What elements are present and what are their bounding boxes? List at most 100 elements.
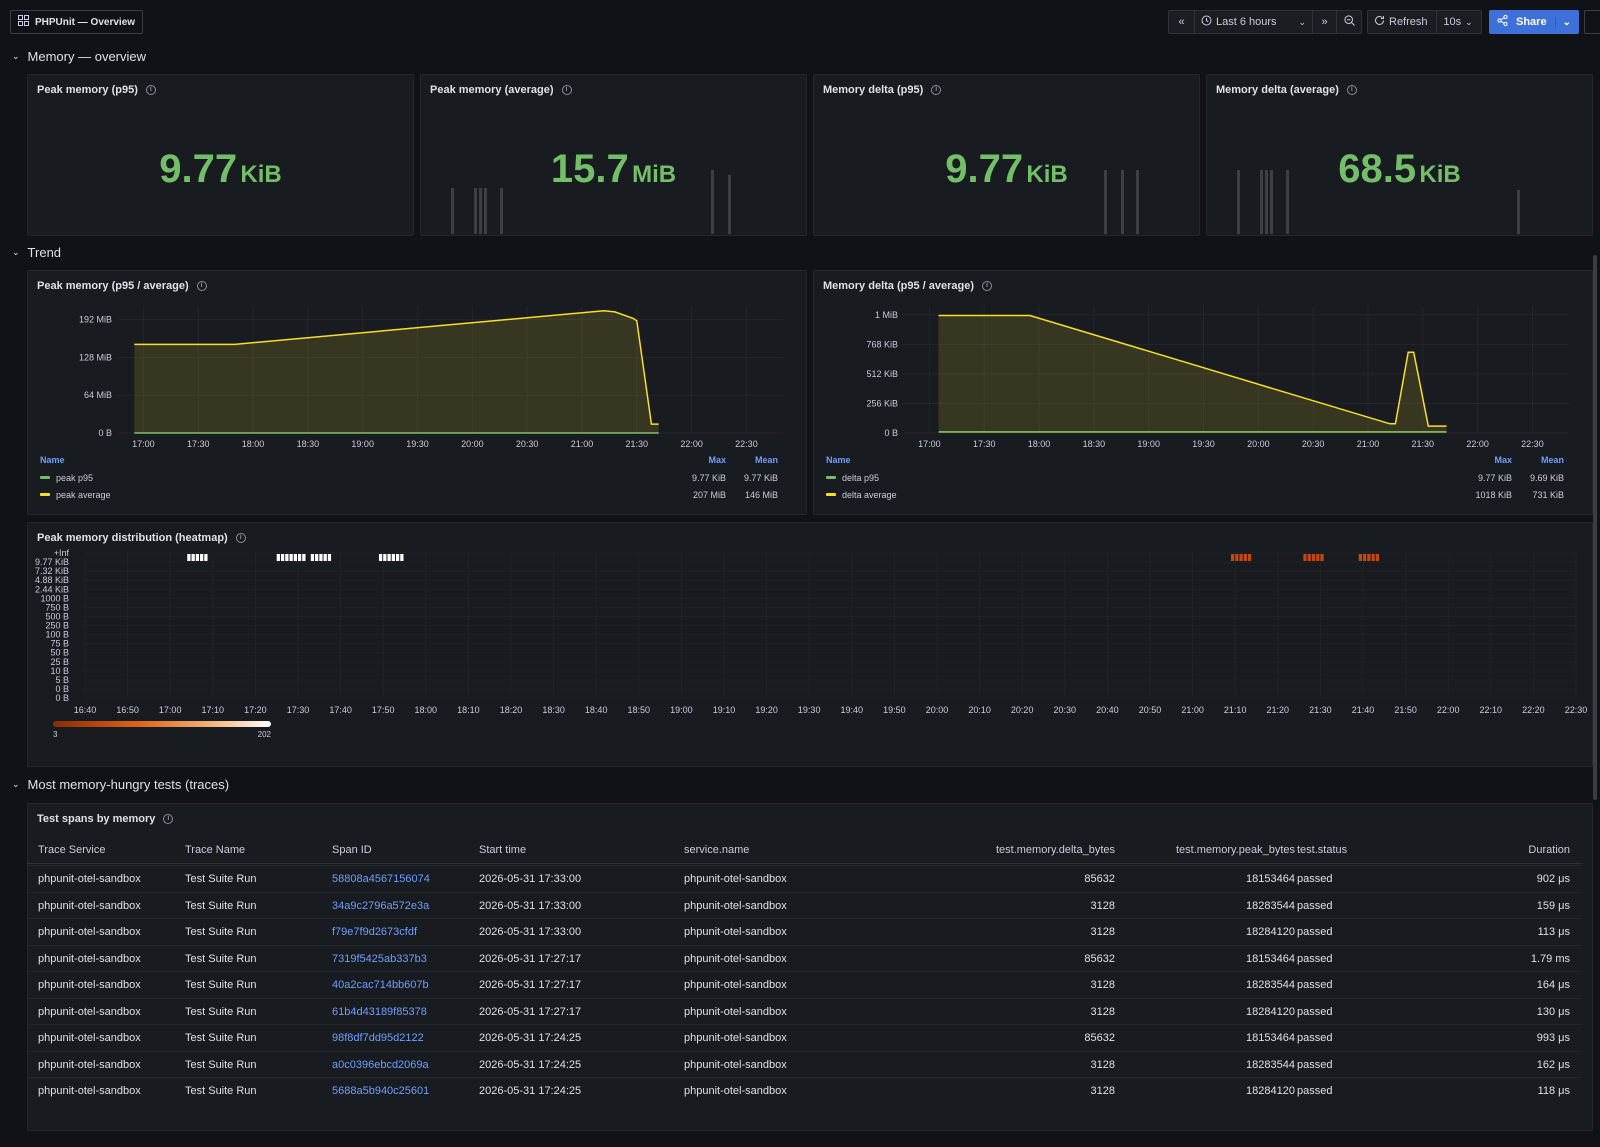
table-cell: Test Suite Run — [185, 926, 257, 938]
span-id-link[interactable]: 7319f5425ab337b3 — [332, 952, 427, 965]
row-trend[interactable]: ⌄ Trend — [12, 245, 61, 260]
table-row[interactable]: phpunit-otel-sandbox Test Suite Run 98f8df… — [27, 1024, 1582, 1050]
table-cell: 2026-05-31 17:27:17 — [479, 979, 582, 991]
info-icon[interactable]: i — [163, 814, 174, 824]
column-header[interactable]: test.status — [1297, 844, 1348, 856]
time-back-button[interactable]: « — [1169, 11, 1195, 33]
heatmap-cell — [1235, 554, 1239, 561]
panel-title: Memory delta (p95) — [823, 84, 924, 96]
table-row[interactable]: phpunit-otel-sandbox Test Suite Run 61b4d4… — [27, 997, 1582, 1024]
info-icon[interactable]: i — [561, 85, 572, 95]
span-id-link[interactable]: a0c0396ebcd2069a — [332, 1058, 429, 1071]
heatmap-cell — [310, 554, 315, 561]
y-bucket-label: 750 B — [45, 602, 69, 612]
table-cell: 85632 — [1084, 952, 1115, 965]
table-cell: 3128 — [1090, 979, 1115, 991]
refresh-interval-picker[interactable]: 10s ⌄ — [1437, 11, 1481, 33]
column-header[interactable]: Start time — [479, 844, 527, 856]
refresh-button[interactable]: Refresh — [1368, 11, 1438, 33]
sparkline — [451, 170, 731, 234]
peak-memory-chart[interactable]: 17:00 17:30 18:00 18:30 19:00 19:30 20:00 20:30… — [28, 271, 808, 516]
legend-header: Max — [708, 455, 726, 465]
memory-delta-chart[interactable]: 17:00 17:30 18:00 18:30 19:00 19:30 20:00 20:30… — [814, 271, 1594, 516]
table-cell: phpunit-otel-sandbox — [38, 873, 141, 885]
column-header[interactable]: Span ID — [332, 844, 372, 856]
info-icon[interactable]: i — [196, 281, 207, 291]
column-header[interactable]: test.memory.peak_bytes — [1175, 844, 1295, 856]
span-id-link[interactable]: f79e7f9d2673cfdf — [332, 926, 418, 938]
column-header[interactable]: Trace Service — [38, 844, 106, 856]
time-range-picker[interactable]: Last 6 hours ⌄ — [1195, 11, 1313, 33]
top-bar: PHPUnit — Overview « Last 6 hours ⌄ » Re… — [0, 0, 1600, 44]
table-row[interactable]: phpunit-otel-sandbox Test Suite Run f79e7f… — [27, 918, 1582, 944]
x-tick-label: 17:20 — [244, 705, 267, 715]
legend-swatch — [826, 493, 836, 496]
time-forward-button[interactable]: » — [1313, 11, 1337, 33]
span-id-link[interactable]: 58808a4567156074 — [332, 873, 430, 885]
table-row[interactable]: phpunit-otel-sandbox Test Suite Run a0c039… — [27, 1050, 1582, 1077]
share-menu-chevron-icon[interactable]: ⌄ — [1554, 16, 1571, 28]
zoom-out-button[interactable] — [1337, 11, 1361, 33]
column-header[interactable]: Trace Name — [185, 844, 246, 856]
table-row[interactable]: phpunit-otel-sandbox Test Suite Run 34a9c2… — [27, 891, 1582, 918]
x-tick-label: 18:10 — [457, 705, 480, 715]
table-cell: Test Suite Run — [185, 979, 257, 991]
info-icon[interactable]: i — [982, 281, 993, 291]
span-id-link[interactable]: 40a2cac714bb607b — [332, 979, 429, 991]
color-scale-max: 202 — [258, 730, 272, 739]
table-cell: 18283544 — [1246, 899, 1295, 912]
table-row[interactable]: phpunit-otel-sandbox Test Suite Run 5688a5… — [27, 1077, 1582, 1103]
heatmap-cell — [204, 554, 208, 561]
table-cell: 2026-05-31 17:27:17 — [479, 952, 582, 965]
row-memory-overview[interactable]: ⌄ Memory — overview — [12, 49, 146, 64]
info-icon[interactable]: i — [145, 85, 156, 95]
table-panel: Test spans by memory i — [27, 803, 1593, 1131]
share-button[interactable]: Share ⌄ — [1489, 10, 1579, 34]
table-cell: 3128 — [1090, 1005, 1115, 1018]
stat-value: 68.5 KiB — [1338, 147, 1461, 191]
column-header[interactable]: Duration — [1528, 844, 1570, 856]
x-tick-label: 20:00 — [1247, 439, 1270, 449]
chevron-down-icon: ⌄ — [12, 51, 20, 61]
table-row[interactable]: phpunit-otel-sandbox Test Suite Run 58808a… — [27, 865, 1582, 891]
stat-value: 9.77 KiB — [945, 147, 1068, 191]
table-cell: 18284120 — [1246, 926, 1295, 938]
table-cell: 85632 — [1084, 1032, 1115, 1044]
column-header[interactable]: test.memory.delta_bytes — [995, 844, 1115, 856]
x-tick-label: 21:40 — [1352, 705, 1375, 715]
column-header[interactable]: service.name — [684, 844, 750, 856]
y-tick-label: 128 MiB — [79, 352, 112, 362]
table-cell: Test Suite Run — [185, 1005, 257, 1018]
x-tick-label: 21:10 — [1224, 705, 1247, 715]
dashboard-breadcrumb[interactable]: PHPUnit — Overview — [10, 10, 144, 34]
x-tick-label: 21:00 — [1357, 439, 1380, 449]
heatmap-cell — [187, 554, 191, 561]
table-row[interactable]: phpunit-otel-sandbox Test Suite Run 7319f5… — [27, 944, 1582, 971]
heatmap-cell — [319, 554, 323, 561]
heatmap-cell — [1371, 554, 1375, 561]
table-cell: 3128 — [1090, 1058, 1115, 1071]
table-cell: passed — [1297, 1058, 1333, 1071]
table-row[interactable]: phpunit-otel-sandbox Test Suite Run 40a2ca… — [27, 971, 1582, 997]
span-id-link[interactable]: 34a9c2796a572e3a — [332, 899, 430, 912]
legend-swatch — [826, 476, 836, 479]
row-memory-hungry-tests[interactable]: ⌄ Most memory-hungry tests (traces) — [12, 777, 229, 792]
span-id-link[interactable]: 61b4d43189f85378 — [332, 1005, 427, 1018]
refresh-label: Refresh — [1389, 16, 1428, 28]
span-id-link[interactable]: 5688a5b940c25601 — [332, 1085, 430, 1097]
table-cell: 18283544 — [1246, 979, 1295, 991]
time-range-label: Last 6 hours — [1216, 16, 1277, 28]
info-icon[interactable]: i — [235, 533, 246, 543]
scrollbar[interactable] — [1593, 255, 1597, 800]
span-id-link[interactable]: 98f8df7dd95d2122 — [332, 1032, 424, 1044]
table-cell: 18284120 — [1246, 1085, 1295, 1097]
x-tick-label: 20:30 — [1054, 705, 1077, 715]
legend-swatch — [40, 493, 50, 496]
y-bucket-label: +Inf — [54, 548, 70, 558]
legend-max: 9.77 KiB — [1478, 473, 1512, 483]
edit-button[interactable] — [1584, 10, 1600, 34]
info-icon[interactable]: i — [931, 85, 942, 95]
info-icon[interactable]: i — [1346, 85, 1357, 95]
table-cell: 3128 — [1090, 926, 1115, 938]
